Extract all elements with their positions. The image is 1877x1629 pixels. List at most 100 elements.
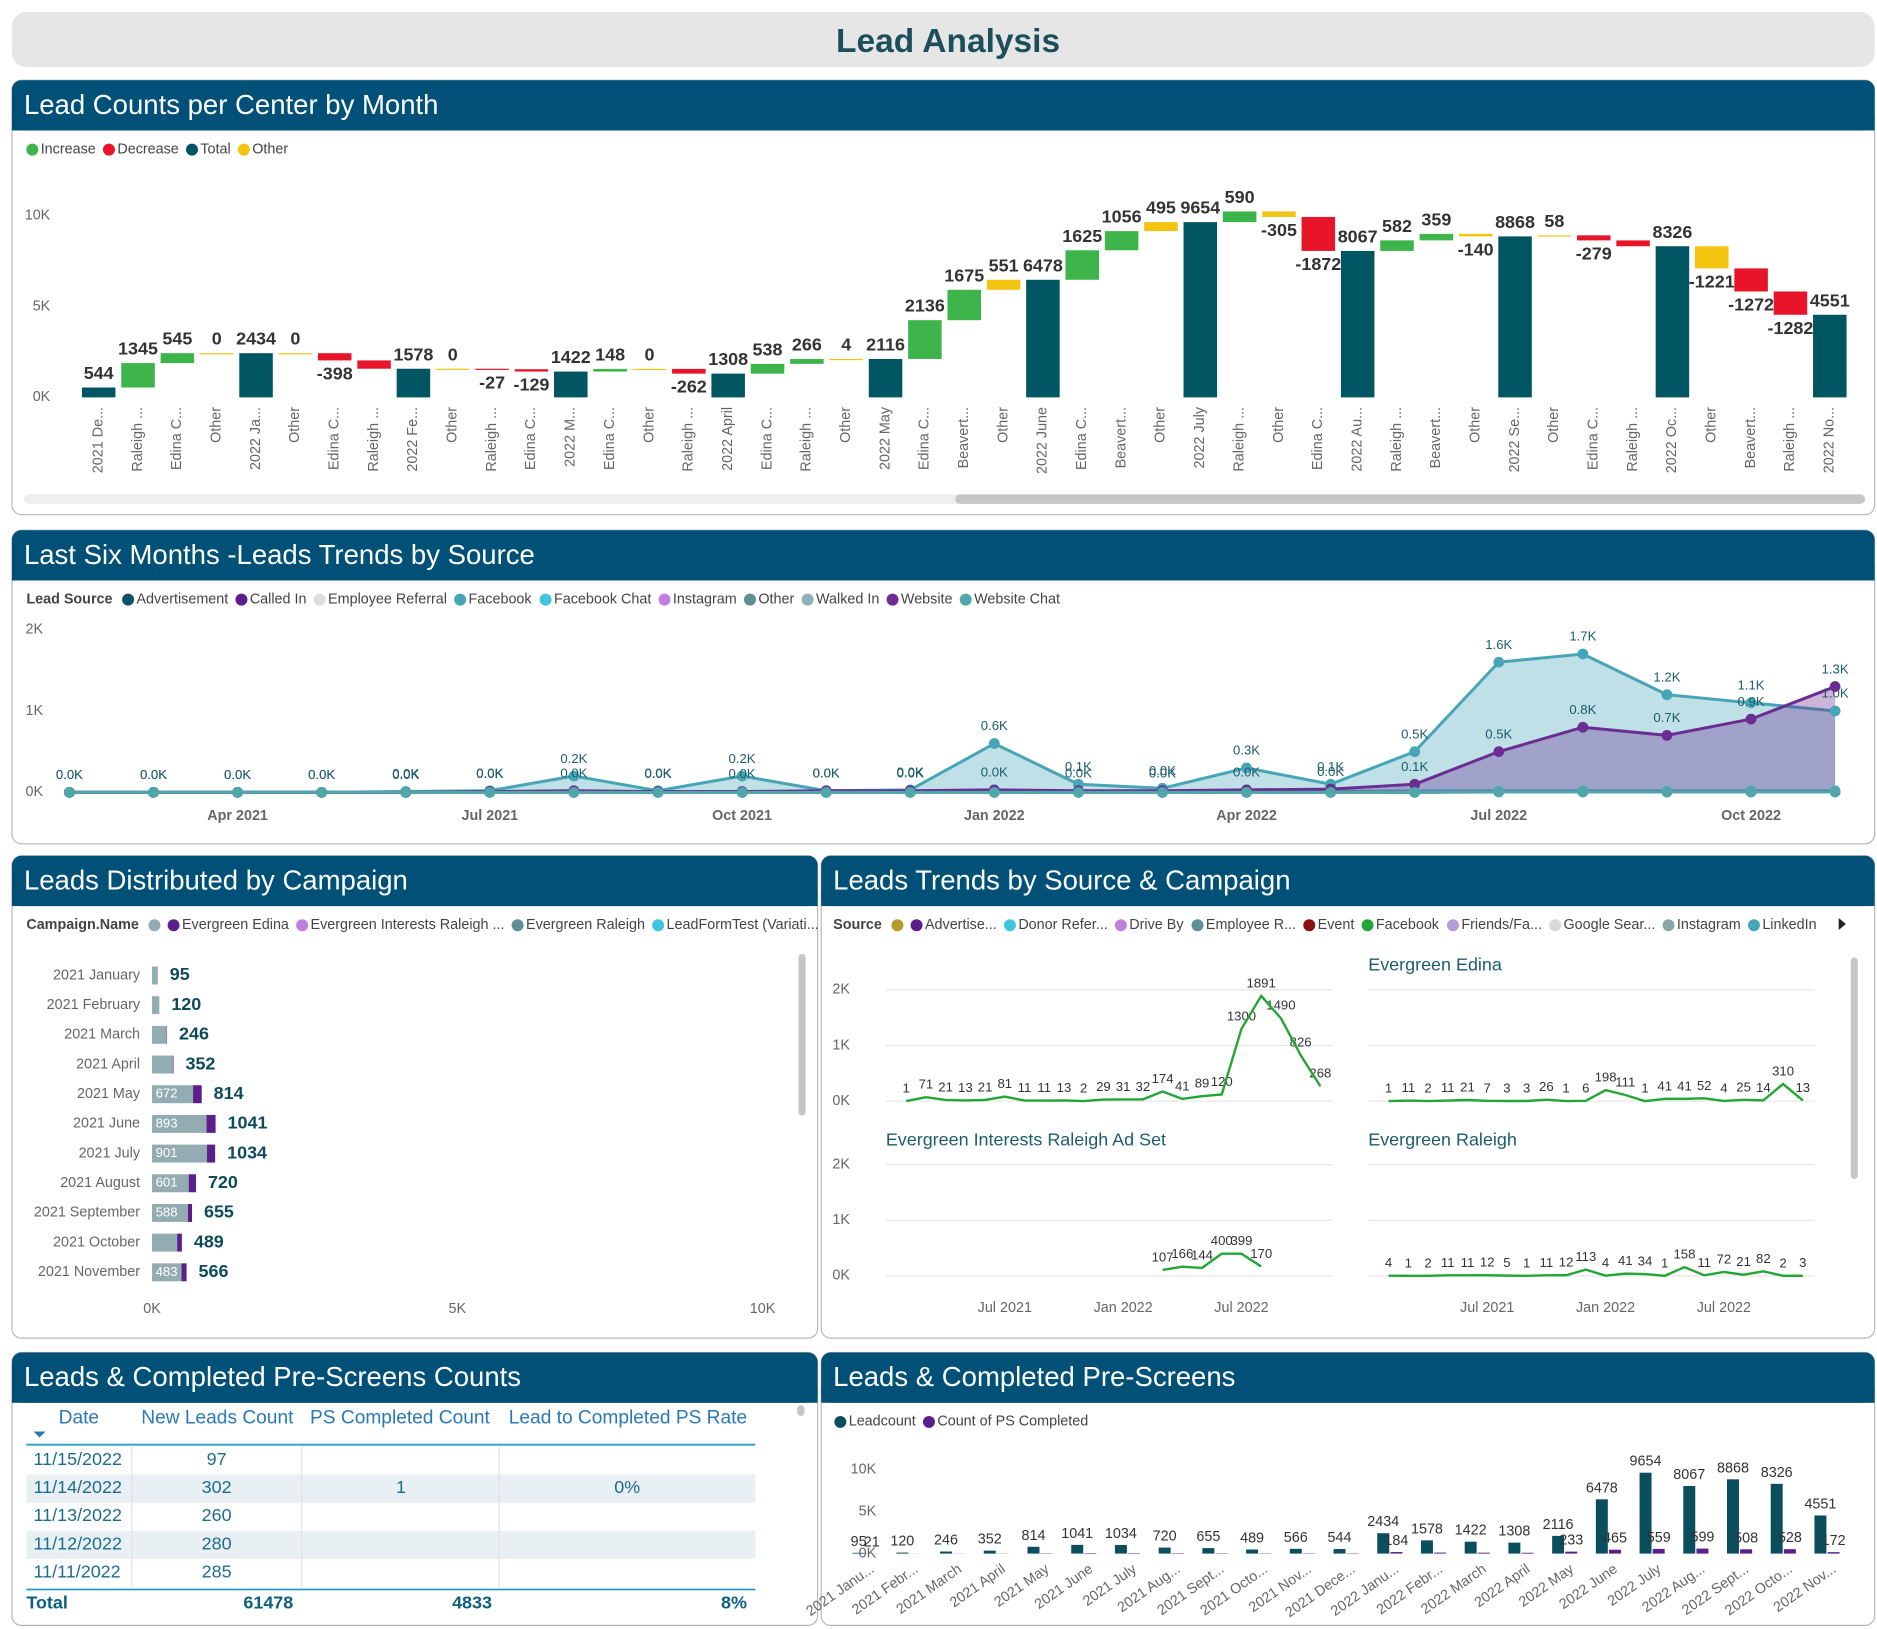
data-label: 0.0K <box>224 767 251 782</box>
panel-subtitle: Evergreen Interests Raleigh Ad Set <box>886 1129 1166 1149</box>
bar <box>1084 1553 1097 1554</box>
legend-label: Facebook <box>1376 917 1440 933</box>
x-tick-label: Jul 2021 <box>1460 1300 1514 1316</box>
column-header: Date <box>59 1407 99 1428</box>
legend-label: Advertisement <box>136 591 228 607</box>
bar-segment <box>152 966 158 985</box>
data-label: -129 <box>514 375 550 395</box>
data-label: 0.1K <box>1065 759 1092 774</box>
y-tick-label: 2021 January <box>53 967 141 983</box>
data-label: 2 <box>1424 1255 1431 1270</box>
y-tick-label: 0K <box>859 1545 877 1561</box>
bar <box>1390 1552 1403 1554</box>
legend-label: Friends/Fa... <box>1461 917 1542 933</box>
data-label: 0.9K <box>1737 694 1764 709</box>
x-tick-label: Edina C... <box>327 407 343 470</box>
x-tick-label: 2021 De... <box>90 407 106 473</box>
legend-marker <box>1191 919 1204 932</box>
legend-title: Campaign.Name <box>26 917 139 933</box>
y-tick-label: 2021 February <box>47 997 141 1013</box>
data-label: 359 <box>1421 209 1451 229</box>
data-label: 0.0K <box>644 765 671 780</box>
scrollbar-thumb <box>798 953 806 1116</box>
series-marker <box>64 786 75 798</box>
data-label: 266 <box>792 335 822 355</box>
waterfall-bar <box>1419 233 1454 241</box>
data-label: 2116 <box>866 335 905 355</box>
y-tick-label: 2K <box>26 621 44 637</box>
panel-header <box>821 1388 1875 1403</box>
waterfall-bar <box>317 353 352 361</box>
bar <box>1464 1541 1477 1554</box>
data-label: 174 <box>1152 1071 1174 1086</box>
bar <box>1114 1544 1127 1554</box>
data-label: 107 <box>1152 1249 1174 1264</box>
y-tick-label: 5K <box>33 298 51 314</box>
table-cell: 302 <box>202 1477 232 1497</box>
series-marker <box>1409 746 1421 758</box>
data-label: 0.0K <box>897 765 924 780</box>
data-label: 9654 <box>1630 1454 1662 1470</box>
legend-label: Employee Referral <box>328 591 447 607</box>
scrollbar-thumb <box>955 494 1866 504</box>
bar <box>1521 1552 1534 1554</box>
data-label: 89 <box>1195 1076 1210 1091</box>
bar <box>1128 1553 1141 1554</box>
data-label: 0.0K <box>476 765 503 780</box>
x-tick-label: Beavert... <box>956 407 972 468</box>
data-label: 11 <box>1018 1080 1032 1095</box>
data-label: 25 <box>1736 1079 1751 1094</box>
legend-label: LeadFormTest (Variati... <box>667 917 819 933</box>
series-marker <box>1577 721 1589 733</box>
scrollbar-thumb <box>797 1405 805 1416</box>
sort-arrow <box>33 1431 46 1438</box>
data-label: 590 <box>1225 187 1255 207</box>
data-label: 2116 <box>1543 1517 1574 1533</box>
data-label: 11 <box>1441 1255 1455 1270</box>
data-label: 6478 <box>1023 255 1063 275</box>
total-cell: 4833 <box>452 1593 492 1613</box>
waterfall-bar <box>1616 240 1650 247</box>
waterfall-bar <box>1104 231 1139 251</box>
panel-title: Lead Counts per Center by Month <box>24 89 439 120</box>
data-label: 465 <box>1603 1531 1627 1547</box>
y-tick-label: 2021 July <box>79 1145 141 1161</box>
panel-header <box>11 891 818 907</box>
waterfall-bar <box>790 359 824 364</box>
x-tick-label: Jan 2022 <box>1576 1300 1635 1316</box>
data-label: 1891 <box>1247 975 1276 990</box>
series-marker <box>988 786 1000 798</box>
panel-header <box>821 891 1875 907</box>
data-label: 21 <box>938 1079 953 1094</box>
total-label: 120 <box>171 994 201 1014</box>
data-label: 184 <box>1384 1533 1408 1549</box>
data-label: 148 <box>595 344 625 364</box>
series-marker <box>820 786 832 798</box>
data-label: 2 <box>1779 1255 1786 1270</box>
legend-marker <box>511 919 524 932</box>
waterfall-bar <box>160 353 195 364</box>
data-label: 1578 <box>393 344 433 364</box>
y-tick-label: 2K <box>832 1156 850 1172</box>
bar-segment <box>207 1144 216 1163</box>
x-tick-label: 10K <box>750 1301 776 1317</box>
waterfall-bar <box>396 368 431 398</box>
legend-arrow <box>1838 918 1846 931</box>
data-label: 1 <box>1405 1255 1412 1270</box>
data-label: 559 <box>1647 1530 1671 1546</box>
waterfall-bar <box>711 373 745 398</box>
series-marker <box>1409 778 1421 790</box>
legend-marker <box>167 919 180 932</box>
x-tick-label: 2022 Se... <box>1507 407 1523 472</box>
bar <box>1770 1483 1783 1554</box>
data-label: 0.0K <box>1149 763 1176 778</box>
data-label: 31 <box>1116 1079 1131 1094</box>
bar-segment <box>152 1085 194 1104</box>
bar-segment <box>181 1263 187 1282</box>
waterfall-bar <box>1655 246 1690 398</box>
bar <box>1827 1552 1840 1554</box>
x-tick-label: Jul 2022 <box>1470 808 1527 824</box>
waterfall-bar <box>81 387 116 398</box>
x-tick-label: Other <box>445 407 461 443</box>
y-tick-label: 5K <box>859 1503 877 1519</box>
